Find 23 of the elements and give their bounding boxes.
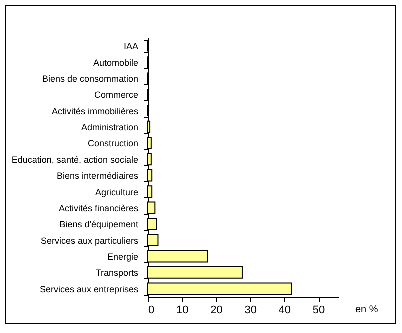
y-tick-label: Commerce [94,90,138,100]
x-tick-label: 10 [176,304,189,316]
y-tick-label: Agriculture [95,187,138,198]
y-tick-label: Biens de consommation [42,74,138,84]
y-tick-label: Transports [96,268,139,278]
x-tick-label: 50 [312,304,326,316]
y-tick-label: Biens intermédiaires [56,171,139,182]
y-tick-label: Services aux particuliers [40,236,139,246]
y-tick-label: Construction [88,138,138,149]
y-tick-label: Activités financières [58,203,139,214]
y-tick-label: Administration [81,122,138,133]
x-tick-label: 40 [278,304,292,316]
y-tick-label: Automobile [93,58,138,68]
x-tick-label: 20 [210,304,223,316]
y-tick-label: Activités immobilières [52,106,139,116]
y-tick-label: Services aux entreprises [40,284,139,294]
y-tick-label: Energie [107,252,138,262]
x-axis-title: en % [356,304,378,316]
y-tick-label: IAA [124,42,138,52]
x-tick-label: 0 [148,304,155,316]
y-tick-label: Biens d'équipement [60,220,139,230]
y-tick-label: Education, santé, action sociale [12,154,138,165]
x-tick-label: 30 [244,304,257,316]
